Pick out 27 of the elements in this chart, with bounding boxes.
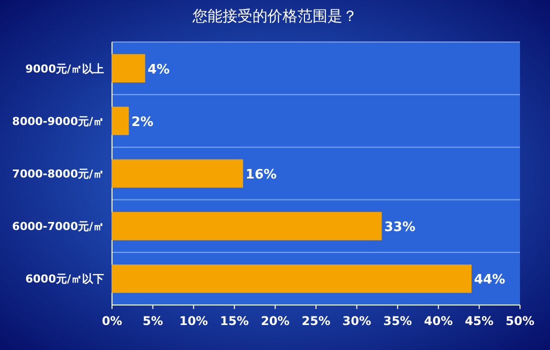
data-label: 4% <box>148 62 170 78</box>
x-tick-label: 40% <box>424 314 453 328</box>
x-tick-label: 15% <box>220 314 249 328</box>
x-tick-label: 25% <box>302 314 330 328</box>
bar <box>112 54 146 82</box>
x-tick-label: 30% <box>342 314 372 328</box>
x-tick-label: 10% <box>179 314 208 328</box>
bar <box>112 264 472 293</box>
data-label: 2% <box>131 114 154 130</box>
bar <box>112 159 244 188</box>
bar <box>112 212 382 240</box>
x-tick-label: 5% <box>142 314 163 328</box>
x-tick-label: 0% <box>102 314 122 328</box>
y-tick-label: 7000-8000元/㎡ <box>12 168 104 180</box>
x-tick-label: 35% <box>383 314 412 328</box>
data-label: 16% <box>246 168 277 182</box>
x-tick-label: 20% <box>260 314 290 328</box>
chart-title: 您能接受的价格范围是？ <box>192 7 358 25</box>
data-label: 44% <box>474 272 506 288</box>
x-tick-label: 50% <box>506 314 534 328</box>
y-tick-label: 8000-9000元/㎡ <box>12 114 104 128</box>
y-tick-label: 6000-7000元/㎡ <box>12 220 104 234</box>
x-tick-label: 45% <box>464 314 494 328</box>
y-tick-label: 6000元/㎡以下 <box>25 272 104 286</box>
y-tick-label: 9000元/㎡以上 <box>25 62 104 76</box>
bar <box>112 106 129 136</box>
data-label: 33% <box>384 220 416 236</box>
